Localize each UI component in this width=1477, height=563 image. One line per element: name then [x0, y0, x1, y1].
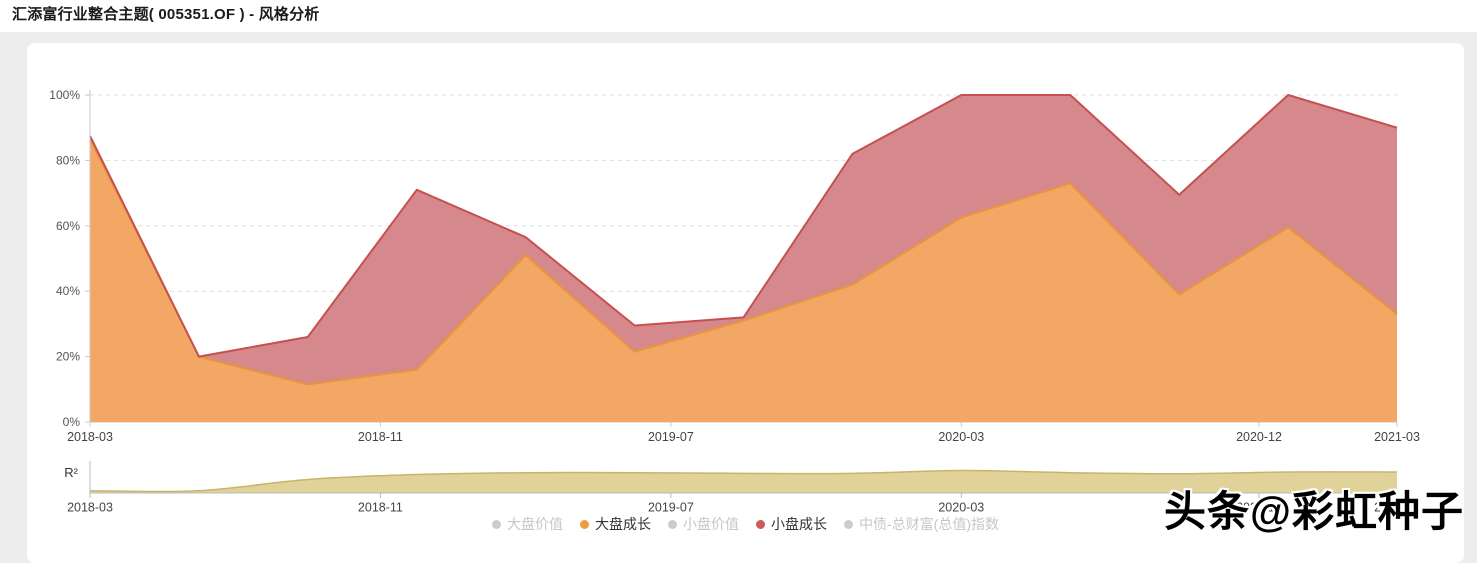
style-analysis-chart[interactable]: 0% 20% 40% 60% 80% 100% 2018-03 2018-11 2019-07 2…	[27, 43, 1464, 451]
legend-item-label: 大盘成长	[595, 516, 651, 532]
top-bar: 汇添富行业整合主题( 005351.OF ) - 风格分析	[0, 0, 1477, 32]
legend-dot-icon	[580, 519, 589, 529]
y-axis-tick-label: 20%	[56, 350, 80, 364]
x-axis-tick-label: 2018-11	[358, 430, 403, 444]
y-axis-tick-label: 80%	[56, 153, 80, 167]
r2-x-axis-tick-label: 2018-03	[67, 501, 113, 515]
legend-item-3[interactable]: 小盘成长	[756, 514, 827, 534]
legend-item-label: 大盘价值	[507, 516, 563, 532]
legend-item-label: 中债-总财富(总值)指数	[859, 516, 999, 532]
line-large-cap-growth	[89, 138, 1398, 386]
area-large-cap-growth	[90, 139, 1397, 422]
r2-axis-label: R²	[64, 465, 78, 480]
r2-x-axis-tick-label: 2018-11	[358, 501, 403, 515]
page-title: 汇添富行业整合主题( 005351.OF ) - 风格分析	[12, 6, 320, 23]
area-small-cap-growth	[90, 95, 1397, 385]
legend-item-label: 小盘价值	[683, 516, 739, 532]
legend-item-1[interactable]: 大盘成长	[580, 514, 651, 534]
legend-dot-icon	[668, 519, 677, 529]
line-small-cap-growth	[89, 94, 1398, 358]
r2-x-axis-tick-label: 2020-12	[1236, 501, 1282, 515]
x-axis-tick-label: 2020-03	[938, 430, 984, 444]
x-axis-tick-label: 2020-12	[1236, 430, 1282, 444]
y-axis-tick-label: 0%	[63, 415, 81, 429]
y-axis-tick-label: 60%	[56, 219, 80, 233]
legend-item-0[interactable]: 大盘价值	[492, 514, 563, 534]
x-axis-tick-label: 2021-03	[1374, 430, 1420, 444]
legend-item-2[interactable]: 小盘价值	[668, 514, 739, 534]
y-axis-tick-label: 40%	[56, 284, 80, 298]
y-axis-tick-label: 100%	[49, 88, 80, 102]
x-axis-tick-label: 2019-07	[648, 430, 694, 444]
legend-item-label: 小盘成长	[771, 516, 827, 532]
r2-line	[89, 469, 1398, 493]
r2-area	[90, 470, 1397, 493]
legend-item-4[interactable]: 中债-总财富(总值)指数	[844, 514, 999, 534]
r2-x-axis-tick-label: 2019-07	[648, 501, 694, 515]
watermark: 头条@彩虹种子	[1164, 488, 1464, 535]
legend: 大盘价值 大盘成长 小盘价值 小盘成长 中债-总财富(总值)指数	[27, 513, 1464, 535]
legend-dot-icon	[492, 519, 501, 529]
r2-x-axis-tick-label: 2021-03	[1374, 501, 1420, 515]
r2-x-axis-tick-label: 2020-03	[938, 501, 984, 515]
x-axis-tick-label: 2018-03	[67, 430, 113, 444]
r2-chart[interactable]: R² 2018-03 2018-11 2019-07 2020-03 2020-12 202…	[27, 451, 1464, 523]
chart-card: 0% 20% 40% 60% 80% 100% 2018-03 2018-11 2019-07 2…	[27, 43, 1464, 563]
legend-dot-icon	[756, 519, 765, 529]
legend-dot-icon	[844, 519, 853, 529]
